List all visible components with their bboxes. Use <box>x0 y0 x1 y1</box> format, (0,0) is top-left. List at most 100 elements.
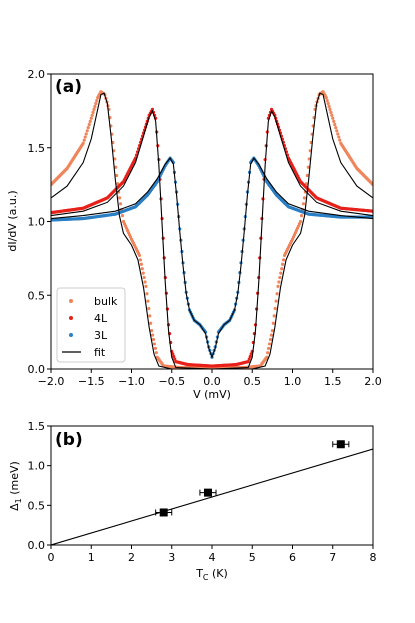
x-tick-label: 6 <box>289 551 296 564</box>
series-bulk-point <box>143 280 147 284</box>
series-bulk-point <box>274 299 278 303</box>
series-bulk-point <box>145 292 149 296</box>
y-tick-label: 1.5 <box>28 420 46 433</box>
series-bulk-point <box>151 337 156 342</box>
series-bulk-point <box>115 173 119 178</box>
series-bulk-point <box>142 275 146 280</box>
series-bulk-point <box>336 132 340 136</box>
x-tick-label: 5 <box>249 551 256 564</box>
series-bulk-point <box>87 122 91 127</box>
series-bulk-point <box>152 342 157 346</box>
panel-a-xlabel: V (mV) <box>193 388 231 401</box>
series-bulk-point <box>118 202 123 206</box>
x-tick-label: 1.0 <box>284 375 302 388</box>
y-tick-label: 0.5 <box>28 289 46 302</box>
series-bulk-point <box>83 135 87 139</box>
panel-b-xlabel: TC (K) <box>195 567 228 582</box>
panel-b-frame <box>50 425 374 546</box>
series-bulk-point <box>278 275 282 280</box>
series-4l-point <box>246 360 250 364</box>
series-bulk-point <box>335 129 339 133</box>
series-bulk-point <box>139 262 143 266</box>
x-tick-label: 2 <box>128 551 135 564</box>
panel-a-plot-area <box>51 90 373 369</box>
legend-marker-bulk <box>69 299 73 303</box>
legend-marker-4l <box>69 316 73 320</box>
series-bulk-point <box>147 306 151 311</box>
series-4l-point <box>173 357 177 361</box>
series-bulk-point <box>268 337 273 342</box>
series-bulk-point <box>86 126 90 130</box>
series-bulk-point <box>272 314 276 318</box>
panel-b-axes: 0 1 2 3 4 5 6 7 8 0.0 0.5 1.0 1.5 <box>28 420 377 564</box>
panel-b-chart: 0 1 2 3 4 5 6 7 8 0.0 0.5 1.0 1.5 (b) TC (K) Δ1 (meV… <box>8 420 377 582</box>
series-bulk-point <box>267 346 271 350</box>
series-bulk-point <box>146 299 150 303</box>
series-bulk-point <box>144 284 148 288</box>
square-marker <box>203 488 212 497</box>
series-bulk-point <box>305 173 309 178</box>
series-bulk-point <box>338 138 342 142</box>
x-tick-label: 0.5 <box>244 375 262 388</box>
y-tick-label: 1.0 <box>28 216 46 229</box>
data-point-2 <box>199 488 217 497</box>
series-4l-point <box>150 107 155 111</box>
panel-a-ylabel: dI/dV (a.u.) <box>6 190 19 251</box>
series-bulk-point <box>281 258 286 262</box>
panel-a-chart: −2.0 −1.5 −1.0 −0.5 0.0 0.5 1.0 1.5 2.0 0.0 0.5 1.0… <box>6 68 382 401</box>
x-tick-label: 8 <box>370 551 377 564</box>
fit-line <box>51 448 373 545</box>
series-bulk-point <box>148 314 152 318</box>
series-bulk-point <box>266 351 270 355</box>
series-bulk-point <box>114 165 118 169</box>
y-tick-label: 0.0 <box>28 539 46 552</box>
legend-label-3l: 3L <box>94 329 108 342</box>
series-bulk-point <box>271 321 275 325</box>
square-marker <box>159 508 168 517</box>
series-bulk-point <box>154 351 158 355</box>
series-4l-point <box>247 357 251 361</box>
x-tick-label: 4 <box>209 551 216 564</box>
series-bulk-point <box>280 267 284 271</box>
panel-b-plot-area <box>51 440 373 545</box>
series-bulk-point <box>93 104 97 109</box>
series-bulk-point <box>137 253 142 258</box>
legend-label-4l: 4L <box>94 312 108 325</box>
series-bulk-point <box>329 110 333 114</box>
series-bulk-point <box>117 196 122 200</box>
square-marker <box>336 440 345 449</box>
legend-label-fit: fit <box>94 346 106 359</box>
series-bulk-point <box>275 292 279 296</box>
series-bulk-point <box>327 104 331 109</box>
series-bulk-point <box>326 101 330 106</box>
series-bulk-point <box>301 202 306 206</box>
series-bulk-point <box>281 262 285 266</box>
series-bulk-point <box>279 271 283 275</box>
series-bulk-point <box>333 122 337 127</box>
series-bulk-point <box>82 138 86 142</box>
y-tick-label: 0.0 <box>28 363 46 376</box>
series-bulk-point <box>334 126 338 130</box>
series-bulk-point <box>153 346 157 350</box>
series-bulk-point <box>92 107 96 111</box>
series-bulk-point <box>270 329 274 333</box>
data-point-3 <box>332 440 350 449</box>
x-tick-label: 7 <box>329 551 336 564</box>
series-4l-point <box>172 354 176 359</box>
legend-box <box>56 287 126 363</box>
series-bulk-point <box>91 110 95 114</box>
x-tick-label: 1 <box>88 551 95 564</box>
series-bulk-point <box>90 113 94 117</box>
series-bulk-point <box>88 119 92 123</box>
x-tick-label: −1.0 <box>118 375 145 388</box>
x-tick-label: −2.0 <box>38 375 65 388</box>
series-bulk-point <box>328 107 332 111</box>
series-bulk-point <box>277 280 281 284</box>
series-bulk-point <box>298 219 303 224</box>
series-bulk-point <box>269 333 274 337</box>
series-fit-curve-2 <box>51 109 373 369</box>
series-bulk-point <box>299 214 304 218</box>
series-bulk-point <box>141 271 145 275</box>
panel-b-label: (b) <box>55 430 83 450</box>
